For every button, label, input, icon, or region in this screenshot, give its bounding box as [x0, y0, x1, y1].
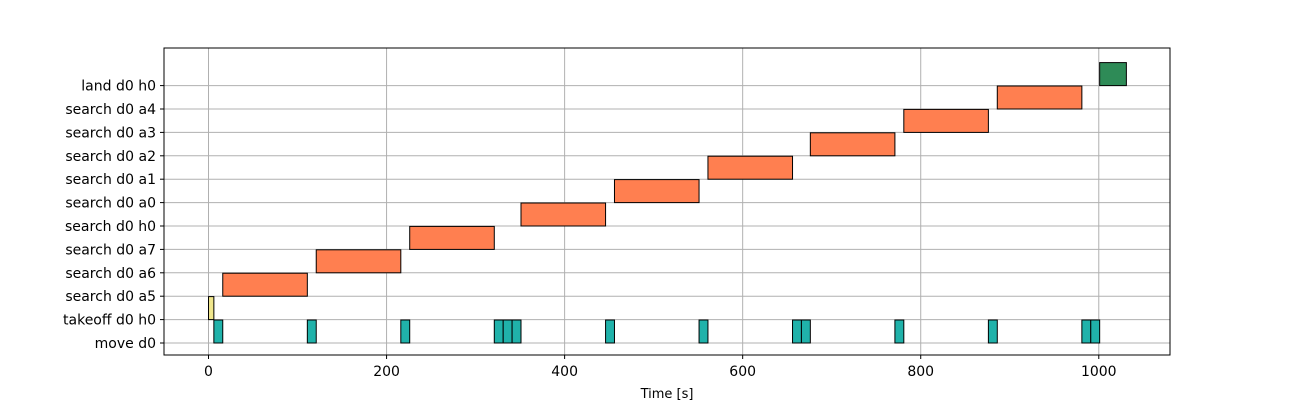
task-bar-move [306, 319, 317, 344]
x-tick-label: 600 [729, 364, 756, 380]
y-tick-label: land d0 h0 [81, 79, 156, 95]
plot-frame [163, 47, 1171, 356]
task-bar-move [213, 319, 224, 344]
x-tick-label: 1000 [1081, 364, 1117, 380]
task-bars [208, 62, 1127, 344]
task-bar-move [987, 319, 998, 344]
x-tick-label: 400 [551, 364, 578, 380]
task-bar-move [400, 319, 411, 344]
x-axis-label: Time [s] [640, 387, 694, 400]
y-tick-label: search d0 a1 [65, 172, 156, 188]
x-tick-label: 200 [373, 364, 400, 380]
task-bar-search [996, 85, 1083, 110]
task-bar-move [698, 319, 709, 344]
task-bar-move [493, 319, 504, 344]
y-tick-label: search d0 a3 [65, 125, 156, 141]
task-bar-move [1090, 319, 1101, 344]
task-bar-move [605, 319, 615, 344]
y-tick-label: search d0 a0 [65, 196, 156, 212]
task-bar-search [222, 272, 308, 297]
task-bar-search [613, 179, 700, 204]
y-tick-label: move d0 [95, 336, 156, 352]
task-bar-move [894, 319, 905, 344]
x-tick-label: 0 [204, 364, 213, 380]
task-bar-search [520, 202, 607, 227]
y-tick-label: search d0 a7 [65, 242, 156, 258]
y-tick-label: search d0 a4 [65, 102, 156, 118]
task-bar-takeoff [208, 296, 215, 321]
y-tick-label: search d0 a5 [65, 289, 156, 305]
task-bar-land [1099, 62, 1127, 87]
x-axis: 0 200 400 600 800 1000 [204, 355, 1117, 380]
task-bar-search [707, 155, 794, 180]
task-bar-move [1081, 319, 1092, 344]
task-bar-move [511, 319, 522, 344]
task-bar-move [800, 319, 811, 344]
y-axis: move d0 takeoff d0 h0 search d0 a5 search d… [63, 79, 164, 352]
task-bar-search [315, 249, 402, 274]
task-bar-search [903, 108, 989, 133]
task-bar-move [792, 319, 802, 344]
task-bar-search [409, 225, 495, 250]
x-tick-label: 800 [907, 364, 934, 380]
y-tick-label: takeoff d0 h0 [63, 313, 156, 329]
y-tick-label: search d0 h0 [65, 219, 156, 235]
task-bar-search [809, 132, 896, 157]
y-tick-label: search d0 a6 [65, 266, 156, 282]
task-bar-move [502, 319, 513, 344]
y-tick-label: search d0 a2 [65, 149, 156, 165]
